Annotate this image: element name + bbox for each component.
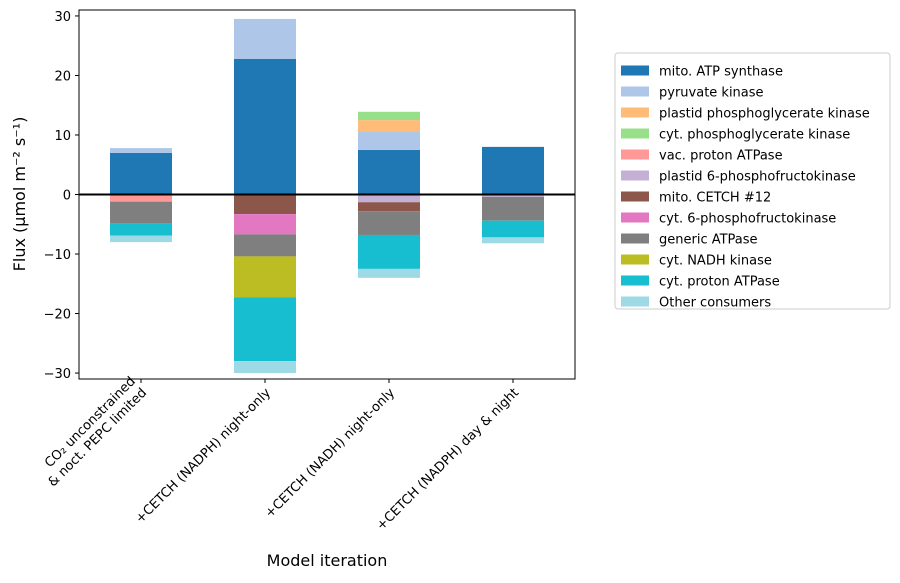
x-tick-label-text: +CETCH (NADPH) day & night — [374, 385, 522, 533]
bar-segment — [358, 234, 420, 269]
bar-segment — [358, 211, 420, 235]
legend-label: cyt. 6-phosphofructokinase — [659, 212, 836, 227]
legend-box — [614, 52, 891, 310]
bar-segment — [110, 152, 172, 195]
bar-segment — [110, 148, 172, 153]
bar-segment — [234, 18, 296, 59]
bar-segment — [234, 58, 296, 195]
legend-swatch — [621, 254, 649, 265]
legend-swatch — [621, 149, 649, 160]
legend-swatch — [621, 86, 649, 97]
x-tick-label-line: +CETCH (NADPH) night-only — [133, 385, 274, 526]
y-axis: −30 −20 −10 0 10 20 30 — [44, 10, 79, 382]
y-tick-label: 30 — [54, 10, 71, 25]
bar-segment — [482, 220, 544, 238]
bar-segment — [482, 237, 544, 244]
y-tick-label: 0 — [63, 189, 71, 204]
x-tick-label: +CETCH (NADH) night-only — [262, 385, 398, 521]
legend-label: cyt. proton ATPase — [659, 275, 780, 290]
legend: mito. ATP synthase pyruvate kinase plastid… — [614, 52, 891, 311]
legend-label: vac. proton ATPase — [659, 149, 783, 164]
legend-swatch — [621, 296, 649, 307]
y-tick-label: −30 — [44, 367, 71, 382]
legend-swatch — [621, 191, 649, 202]
bar-segment — [110, 194, 172, 202]
x-axis: CO₂ unconstrained& noct. PEPC limited+CE… — [34, 374, 522, 534]
bar-segment — [482, 146, 544, 195]
bar-segment — [358, 268, 420, 278]
x-tick-label-line: +CETCH (NADH) night-only — [262, 385, 398, 521]
legend-label: plastid phosphoglycerate kinase — [659, 107, 870, 122]
y-tick-label: 10 — [54, 129, 71, 144]
x-axis-label: Model iteration — [267, 551, 388, 570]
bar-segment — [358, 120, 420, 133]
legend-swatch — [621, 170, 649, 181]
legend-swatch — [621, 107, 649, 118]
legend-swatch — [621, 233, 649, 244]
legend-swatch — [621, 65, 649, 76]
x-tick-label-text: +CETCH (NADPH) night-only — [133, 385, 274, 526]
legend-label: plastid 6-phosphofructokinase — [659, 170, 856, 185]
legend-label: Other consumers — [659, 296, 771, 311]
legend-swatch — [621, 128, 649, 139]
bars-layer — [110, 18, 544, 374]
legend-label: pyruvate kinase — [659, 86, 764, 101]
bar-segment — [110, 223, 172, 236]
y-tick-label: −20 — [44, 308, 71, 323]
x-tick-label-line: +CETCH (NADPH) day & night — [374, 385, 522, 533]
bar-segment — [234, 361, 296, 374]
legend-label: mito. CETCH #12 — [659, 191, 771, 206]
bar-segment — [358, 149, 420, 195]
x-tick-label: +CETCH (NADPH) day & night — [374, 385, 522, 533]
bar-segment — [358, 132, 420, 150]
x-tick-label-line: CO₂ unconstrained — [42, 374, 139, 471]
bar-segment — [482, 194, 544, 197]
y-tick-label: −10 — [44, 248, 71, 263]
legend-label: mito. ATP synthase — [659, 65, 783, 80]
bar-segment — [234, 194, 296, 215]
bar-segment — [234, 214, 296, 235]
legend-swatch — [621, 275, 649, 286]
y-axis-label: Flux (μmol m⁻² s⁻¹) — [10, 117, 29, 272]
x-tick-label: +CETCH (NADPH) night-only — [133, 385, 274, 526]
bar-segment — [482, 196, 544, 221]
x-tick-label: CO₂ unconstrained& noct. PEPC limited — [34, 374, 150, 490]
bar-segment — [110, 201, 172, 224]
bar-segment — [358, 202, 420, 212]
legend-label: cyt. NADH kinase — [659, 254, 772, 269]
legend-swatch — [621, 212, 649, 223]
bar-segment — [358, 194, 420, 203]
bar-segment — [234, 297, 296, 362]
bar-segment — [234, 234, 296, 257]
x-tick-label-line: & noct. PEPC limited — [45, 385, 150, 490]
bar-segment — [110, 235, 172, 243]
bar-segment — [234, 256, 296, 298]
legend-label: generic ATPase — [659, 233, 758, 248]
x-tick-label-text: CO₂ unconstrained& noct. PEPC limited — [34, 374, 150, 490]
legend-label: cyt. phosphoglycerate kinase — [659, 128, 850, 143]
y-tick-label: 20 — [54, 69, 71, 84]
x-tick-label-text: +CETCH (NADH) night-only — [262, 385, 398, 521]
bar-segment — [358, 111, 420, 121]
